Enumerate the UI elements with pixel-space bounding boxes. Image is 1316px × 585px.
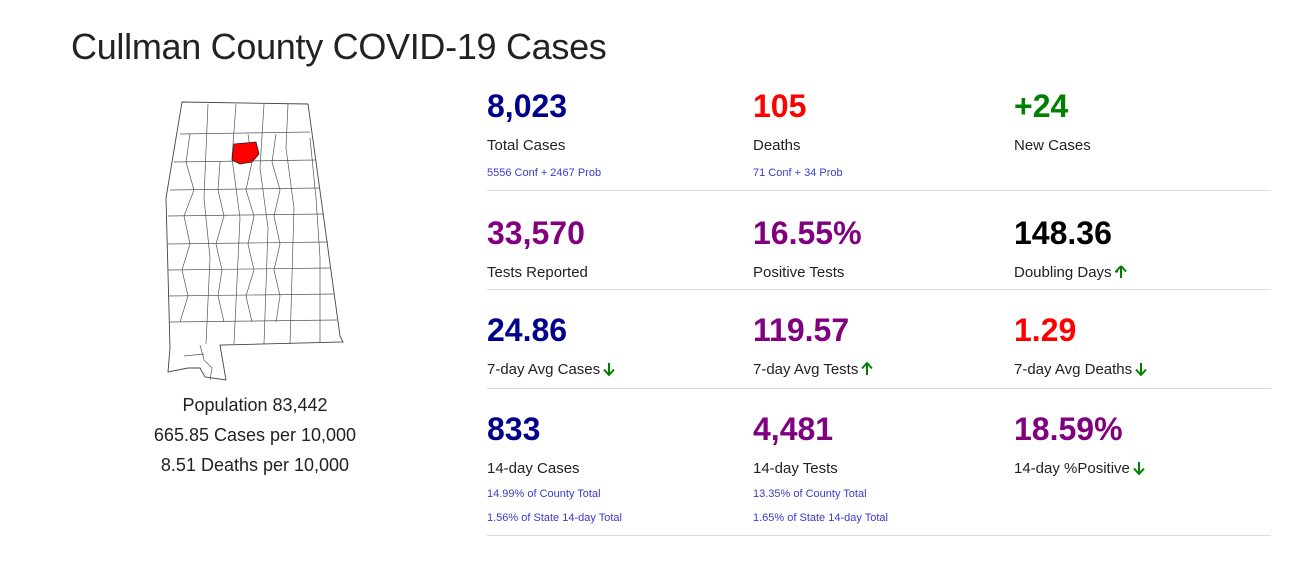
stat-label: 14-day Cases <box>487 460 580 477</box>
stat-sub-link[interactable]: 1.56% of State 14-day Total <box>487 512 622 524</box>
stat-7day-avg-deaths: 1.29 7-day Avg Deaths <box>1014 310 1147 380</box>
down-arrow-icon <box>1133 462 1145 475</box>
stat-value: +24 <box>1014 88 1069 124</box>
stat-value: 833 <box>487 411 541 447</box>
stat-label-row: 7-day Avg Cases <box>487 360 615 380</box>
population-text: Population 83,442 <box>182 395 328 415</box>
stat-label: Deaths <box>753 137 801 154</box>
deaths-per-10000-text: 8.51 Deaths per 10,000 <box>160 455 350 475</box>
stat-14day-positive: 18.59% 14-day %Positive <box>1014 409 1145 479</box>
up-arrow-icon <box>861 362 874 375</box>
page-title: Cullman County COVID-19 Cases <box>71 26 607 67</box>
down-arrow-icon <box>603 363 615 376</box>
stat-value: 4,481 <box>753 411 834 447</box>
stat-value: 16.55% <box>753 215 862 251</box>
stat-deaths: 105 Deaths 71 Conf + 34 Prob <box>753 86 843 180</box>
stat-positive-tests: 16.55% Positive Tests <box>753 213 862 283</box>
up-arrow-icon <box>1114 265 1127 278</box>
stat-label-row: 7-day Avg Deaths <box>1014 360 1147 380</box>
stat-total-cases: 8,023 Total Cases 5556 Conf + 2467 Prob <box>487 86 601 180</box>
stat-value: 148.36 <box>1014 215 1112 251</box>
down-arrow-icon <box>1135 363 1147 376</box>
stat-label: 7-day Avg Deaths <box>1014 361 1133 378</box>
stat-7day-avg-cases: 24.86 7-day Avg Cases <box>487 310 615 380</box>
stat-label: 14-day %Positive <box>1014 460 1130 477</box>
stat-sub-link[interactable]: 1.65% of State 14-day Total <box>753 512 888 524</box>
stat-label: New Cases <box>1014 137 1091 154</box>
stats-row-1: 8,023 Total Cases 5556 Conf + 2467 Prob … <box>487 86 1271 191</box>
stats-row-4: 833 14-day Cases 14.99% of County Total … <box>487 389 1271 536</box>
stats-grid: 8,023 Total Cases 5556 Conf + 2467 Prob … <box>487 86 1271 536</box>
stats-row-2: 33,570 Tests Reported 16.55% Positive Te… <box>487 191 1271 290</box>
stats-row-3: 24.86 7-day Avg Cases 119.57 7-day Avg T… <box>487 290 1271 389</box>
stat-label: Positive Tests <box>753 264 845 281</box>
stat-label-row: 7-day Avg Tests <box>753 360 874 380</box>
stat-value: 1.29 <box>1014 312 1077 348</box>
stat-value: 18.59% <box>1014 411 1123 447</box>
stat-tests-reported: 33,570 Tests Reported <box>487 213 588 283</box>
stat-value: 119.57 <box>753 312 850 348</box>
stat-14day-cases: 833 14-day Cases 14.99% of County Total … <box>487 409 622 525</box>
stat-label: 14-day Tests <box>753 460 838 477</box>
stat-sub-link[interactable]: 14.99% of County Total <box>487 488 601 500</box>
stat-sub-link[interactable]: 13.35% of County Total <box>753 488 867 500</box>
stat-label: 7-day Avg Tests <box>753 361 859 378</box>
stat-sub-link[interactable]: 71 Conf + 34 Prob <box>753 167 843 179</box>
state-outline <box>165 101 344 381</box>
stat-value: 8,023 <box>487 88 568 124</box>
cases-per-10000-text: 665.85 Cases per 10,000 <box>153 425 357 445</box>
stat-sub-link[interactable]: 5556 Conf + 2467 Prob <box>487 167 602 179</box>
stat-7day-avg-tests: 119.57 7-day Avg Tests <box>753 310 874 380</box>
stat-value: 33,570 <box>487 215 585 251</box>
stat-label: Tests Reported <box>487 264 588 281</box>
cullman-county-highlight <box>231 141 260 165</box>
stat-value: 105 <box>753 88 807 124</box>
stat-value: 24.86 <box>487 312 568 348</box>
stat-new-cases: +24 New Cases <box>1014 86 1091 156</box>
stat-14day-tests: 4,481 14-day Tests 13.35% of County Tota… <box>753 409 888 525</box>
stat-label-row: 14-day %Positive <box>1014 459 1145 479</box>
population-summary: Population 83,442 665.85 Cases per 10,00… <box>120 390 390 480</box>
stat-doubling-days: 148.36 Doubling Days <box>1014 213 1127 283</box>
alabama-county-map <box>165 101 344 381</box>
stat-label: Total Cases <box>487 137 566 154</box>
stat-label: Doubling Days <box>1014 264 1112 281</box>
stat-label: 7-day Avg Cases <box>487 361 601 378</box>
stat-label-row: Doubling Days <box>1014 263 1127 283</box>
